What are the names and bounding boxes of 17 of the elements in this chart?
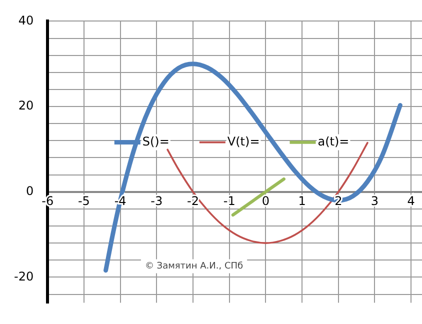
y-tick-label: -20	[14, 269, 34, 284]
x-tick-label: 3	[370, 194, 379, 208]
x-tick-label: -5	[78, 194, 90, 208]
line-series	[104, 62, 402, 273]
x-tick-label: 1	[298, 194, 306, 208]
x-tick-label: -1	[223, 194, 236, 208]
legend-label: a(t)=	[318, 134, 350, 148]
annotation: © Замятин А.И., СПб	[144, 262, 244, 272]
x-tick-label: 0	[262, 194, 270, 208]
legend-label: S()=	[142, 134, 170, 148]
x-tick-label: 4	[407, 194, 415, 208]
y-tick-label: 0	[26, 184, 34, 198]
y-tick-label: 40	[18, 13, 34, 28]
y-tick-label: 20	[18, 98, 34, 113]
x-tick-label: -2	[187, 194, 199, 208]
legend-label: V(t)=	[227, 134, 260, 148]
x-tick-label: -3	[150, 194, 163, 208]
